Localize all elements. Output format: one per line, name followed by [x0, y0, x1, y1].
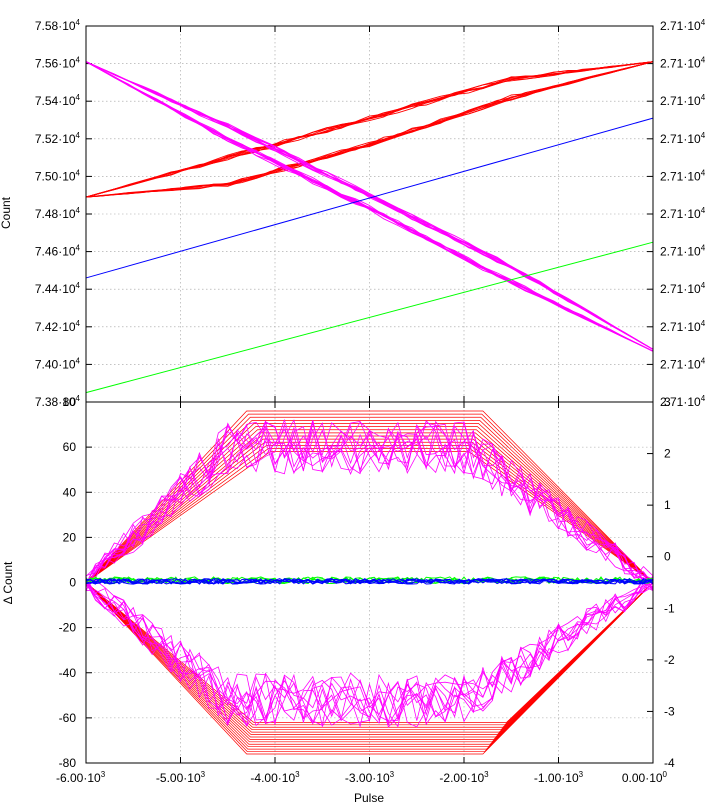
series-noisy-line	[86, 579, 653, 728]
series-noisy-line	[86, 421, 653, 590]
series-noisy-line	[86, 575, 653, 728]
y2-tick-label: 2.71·104	[660, 356, 706, 371]
y-tick-label: 60	[63, 440, 77, 454]
x-tick-label: -3.00·103	[345, 770, 395, 785]
y-tick-label: 7.50·104	[35, 168, 81, 183]
y-tick-label: -60	[59, 711, 77, 725]
y2-tick-label: 1	[664, 498, 671, 512]
y2-tick-label: -2	[664, 653, 675, 667]
series-envelope-upper	[86, 432, 653, 583]
y2-tick-label: 2.71·104	[660, 168, 706, 183]
bottom-y-axis-title: Δ Count	[1, 561, 15, 604]
y2-tick-label: 0	[664, 550, 671, 564]
series-noisy-line	[86, 419, 653, 589]
y2-tick-label: 2	[664, 447, 671, 461]
y2-tick-label: 2.71·104	[660, 18, 706, 33]
series-loop-line	[85, 61, 654, 198]
x-axis-title: Pulse	[354, 791, 384, 805]
y2-tick-label: 2.71·104	[660, 56, 706, 71]
series-noisy-line	[86, 418, 653, 580]
y-tick-label: 7.44·104	[35, 281, 81, 296]
y-tick-label: -20	[59, 621, 77, 635]
series-envelope-upper	[86, 429, 653, 583]
series-noisy-line	[86, 580, 653, 727]
y-tick-label: 7.58·104	[35, 18, 81, 33]
y2-tick-label: -1	[664, 601, 675, 615]
y2-tick-label: 2.71·104	[660, 394, 706, 409]
series-loop-line	[85, 61, 654, 350]
y2-tick-label: 2.71·104	[660, 206, 706, 221]
series-noisy-line	[86, 422, 653, 591]
bottom-series-clip	[86, 410, 653, 755]
series-envelope-lower	[86, 582, 653, 723]
y2-tick-label: 2.71·104	[660, 93, 706, 108]
y-tick-label: 7.38·104	[35, 394, 81, 409]
y2-tick-label: 2.71·104	[660, 281, 706, 296]
y-tick-label: 40	[63, 485, 77, 499]
series-band-line	[86, 578, 653, 585]
y2-tick-label: 3	[664, 395, 671, 409]
series-noisy-line	[86, 582, 653, 726]
x-tick-label: -4.00·103	[250, 770, 300, 785]
x-tick-label: 0.00·100	[622, 770, 668, 785]
series-line	[85, 117, 654, 279]
series-noisy-line	[86, 419, 653, 586]
y-tick-label: 80	[63, 395, 77, 409]
series-noisy-line	[86, 578, 653, 728]
x-tick-label: -5.00·103	[156, 770, 206, 785]
x-tick-label: -6.00·103	[56, 770, 106, 785]
series-noisy-line	[86, 419, 653, 592]
y2-tick-label: 2.71·104	[660, 244, 706, 259]
series-noisy-line	[86, 421, 653, 590]
y2-tick-label: -3	[664, 704, 675, 718]
top-panel-grid	[85, 25, 654, 403]
series-line	[85, 241, 654, 394]
y-tick-label: 7.52·104	[35, 131, 81, 146]
series-noisy-line	[86, 576, 653, 724]
y-tick-label: 0	[69, 576, 76, 590]
y-tick-label: 7.48·104	[35, 206, 81, 221]
y-tick-label: -40	[59, 666, 77, 680]
y-tick-label: 7.56·104	[35, 56, 81, 71]
series-envelope-upper	[86, 451, 653, 583]
x-tick-label: -2.00·103	[439, 770, 489, 785]
y-tick-label: 7.54·104	[35, 93, 81, 108]
y2-tick-label: -4	[664, 756, 675, 770]
y-tick-label: 7.40·104	[35, 356, 81, 371]
y-tick-label: -80	[59, 756, 77, 770]
bottom-panel-frame	[85, 401, 654, 764]
series-envelope-lower	[86, 582, 653, 733]
top-y-axis-title: Count	[0, 196, 13, 229]
tick-labels: -6.00·103 -5.00·103 -4.00·103 -3.00·103 -2.0…	[35, 18, 706, 785]
series-loop-line	[85, 61, 654, 352]
y-tick-label: 7.46·104	[35, 244, 81, 259]
y2-tick-label: 2.71·104	[660, 319, 706, 334]
panel-frames	[85, 25, 654, 764]
series-noisy-line	[86, 419, 653, 580]
series-loop-line	[85, 61, 654, 198]
y-tick-label: 7.42·104	[35, 319, 81, 334]
bottom-panel-series	[86, 410, 653, 755]
y2-tick-label: 2.71·104	[660, 131, 706, 146]
top-panel-series	[85, 61, 654, 394]
y-tick-label: 20	[63, 530, 77, 544]
series-band-line	[86, 578, 653, 585]
x-tick-label: -1.00·103	[534, 770, 584, 785]
